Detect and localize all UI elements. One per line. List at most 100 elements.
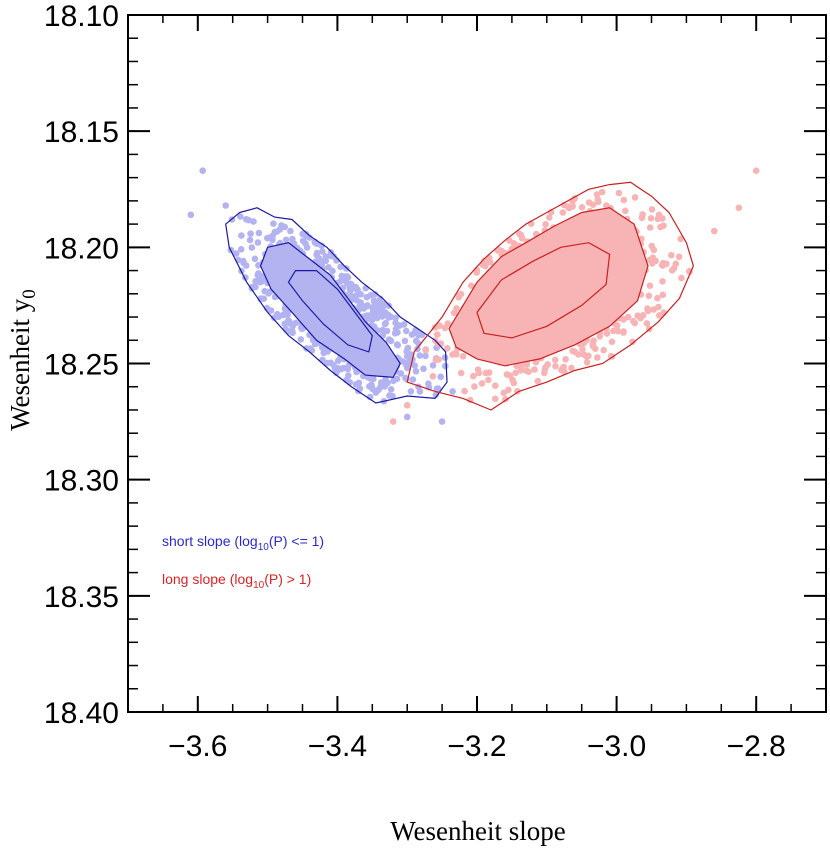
y-tick-label: 18.35 [44,581,119,614]
long-slope-point [593,191,601,198]
short-slope-point [411,362,419,369]
short-slope-point [323,303,330,311]
long-slope-point [608,338,616,346]
short-slope-point [320,349,328,357]
short-slope-point [349,285,357,292]
short-slope-point [364,312,371,320]
long-slope-point [475,369,483,377]
short-slope-point [374,353,381,361]
short-slope-point [312,284,320,292]
short-slope-point [303,244,311,251]
long-slope-point [489,355,496,362]
long-slope-point [545,347,553,354]
long-slope-point [541,245,548,253]
long-slope-point [584,223,591,231]
long-slope-point [451,350,458,357]
short-slope-point [261,287,269,295]
long-slope-point [503,371,511,378]
short-slope-point [392,325,400,333]
short-slope-point [316,291,324,298]
short-slope-point [282,325,290,333]
short-slope-point [237,213,244,220]
long-slope-point [546,230,553,237]
short-slope-point [325,264,332,271]
long-slope-point [601,295,609,303]
long-slope-point [551,356,559,364]
long-slope-point [587,323,594,330]
long-slope-point [520,259,527,267]
long-slope-point [544,295,551,303]
short-slope-point [278,222,285,229]
short-slope-point [246,236,254,244]
short-slope-point [330,361,337,369]
short-slope-outlier-point [438,418,446,425]
short-slope-point [343,350,351,357]
short-slope-point [303,345,310,352]
long-slope-outlier-point [711,227,718,235]
y-ticks: 18.10 18.15 18.20 18.25 18.30 18.35 18.40 [44,0,826,730]
long-slope-point [520,351,527,359]
short-slope-point [304,260,312,268]
long-slope-point [614,327,622,335]
long-slope-point [589,341,597,349]
long-slope-point [492,382,499,390]
long-slope-point [511,273,519,280]
short-slope-point [319,248,326,255]
long-slope-point [539,282,547,289]
short-slope-point [412,368,420,375]
short-slope-point [349,304,357,312]
x-tick-label: −3.6 [168,730,227,763]
short-slope-point [296,284,303,292]
long-slope-point [476,294,483,301]
long-slope-point [578,204,586,211]
short-slope-point [264,234,271,242]
short-slope-point [337,263,344,271]
short-slope-outlier-point [199,167,206,174]
long-slope-point [512,369,519,377]
long-slope-point [582,256,589,263]
short-slope-point [346,319,354,327]
long-slope-point [487,333,495,341]
long-slope-point [569,313,577,321]
long-slope-point [646,282,654,290]
short-slope-point [318,335,325,343]
long-slope-point [536,299,544,307]
long-slope-point [560,279,568,286]
long-slope-point [496,301,503,309]
long-slope-point [496,266,503,274]
long-slope-point [511,308,518,316]
long-slope-point [509,327,516,335]
short-slope-point [441,354,449,361]
short-slope-point [370,359,377,366]
short-slope-point [363,293,371,301]
long-slope-point [579,345,586,353]
long-slope-point [631,194,639,201]
short-slope-point [434,385,442,392]
long-slope-point [502,326,509,333]
long-slope-point [596,333,604,340]
short-slope-contour-1 [225,207,448,404]
short-slope-point [271,228,279,236]
short-slope-point [397,370,405,377]
long-slope-point [499,349,507,357]
short-slope-point [322,253,330,260]
long-slope-point [444,345,451,352]
long-slope-point [495,338,503,346]
long-slope-point [582,235,590,242]
long-slope-point [546,214,553,221]
short-slope-point [319,278,327,286]
short-slope-point [302,230,310,238]
long-slope-point [601,268,609,276]
long-slope-point [607,291,615,298]
long-slope-point [502,272,509,280]
long-slope-point [572,281,580,289]
short-slope-point [279,256,287,264]
short-slope-point [304,312,311,319]
long-slope-point [473,269,481,276]
short-slope-point [363,302,371,310]
long-slope-point [583,359,591,366]
short-slope-point [297,336,305,343]
long-slope-point [516,335,524,343]
y-tick-label: 18.15 [44,116,119,149]
